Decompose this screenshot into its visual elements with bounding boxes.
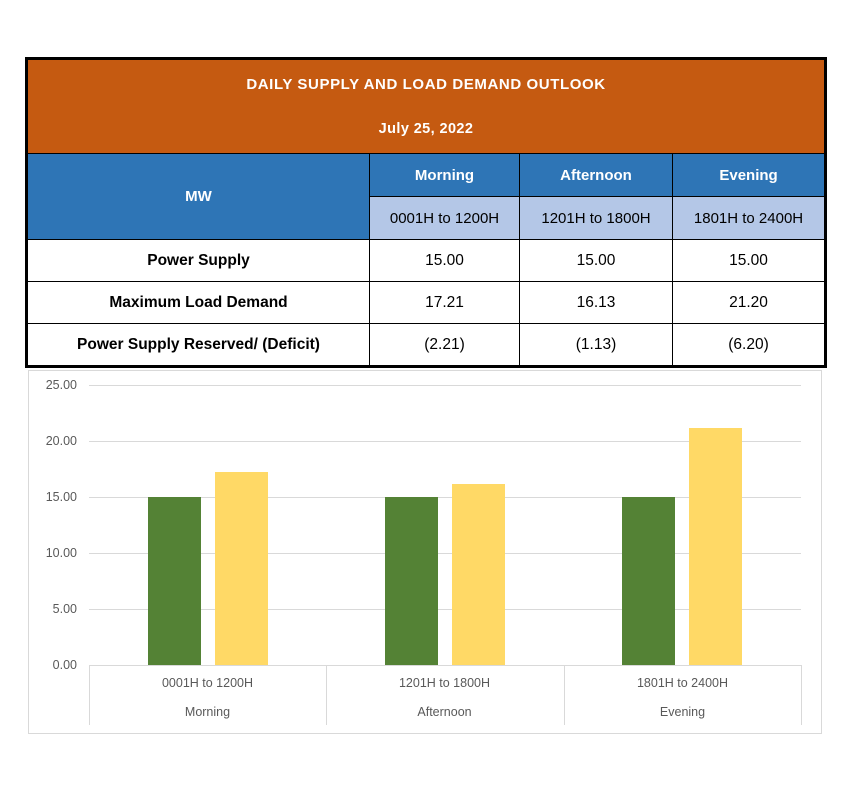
category-period-label: Afternoon <box>417 705 472 719</box>
category-period-label: Morning <box>184 705 231 719</box>
row-label-maximum-load-demand: Maximum Load Demand <box>26 281 370 324</box>
cell-power-supply-afternoon: 15.00 <box>519 239 673 282</box>
gridline <box>89 609 801 610</box>
category-time-label: 1801H to 2400H <box>636 676 729 690</box>
bar-maximum-load-demand <box>689 428 742 665</box>
cell-power-supply-morning: 15.00 <box>369 239 520 282</box>
bar-maximum-load-demand <box>215 472 268 665</box>
y-tick-label: 25.00 <box>45 378 77 392</box>
cell-reserve-morning: (2.21) <box>369 323 520 367</box>
bar-maximum-load-demand <box>452 484 505 665</box>
category-separator <box>564 665 565 725</box>
category-separator <box>89 665 90 725</box>
y-tick-label: 10.00 <box>45 546 77 560</box>
gridline <box>89 497 801 498</box>
gridline <box>89 553 801 554</box>
category-period-label: Evening <box>659 705 706 719</box>
cell-load-demand-evening: 21.20 <box>671 281 827 324</box>
y-tick-label: 15.00 <box>45 490 77 504</box>
category-separator <box>801 665 802 725</box>
supply-demand-table: DAILY SUPPLY AND LOAD DEMAND OUTLOOK Jul… <box>25 57 828 368</box>
cell-load-demand-afternoon: 16.13 <box>519 281 673 324</box>
category-separator <box>326 665 327 725</box>
x-axis-line <box>89 665 801 666</box>
bar-chart: 25.00 20.00 15.00 10.00 5.00 0.00 0001H to 120… <box>28 370 822 734</box>
cell-reserve-afternoon: (1.13) <box>519 323 673 367</box>
cell-load-demand-morning: 17.21 <box>369 281 520 324</box>
category-time-label: 0001H to 1200H <box>161 676 254 690</box>
y-tick-label: 20.00 <box>45 434 77 448</box>
category-time-label: 1201H to 1800H <box>398 676 491 690</box>
report-date: July 25, 2022 <box>378 121 474 137</box>
gridline <box>89 385 801 386</box>
column-header-morning: Morning <box>369 153 520 197</box>
time-header-morning: 0001H to 1200H <box>369 196 520 240</box>
table-header-banner: DAILY SUPPLY AND LOAD DEMAND OUTLOOK Jul… <box>25 58 827 154</box>
gridline <box>89 441 801 442</box>
y-tick-label: 0.00 <box>52 658 77 672</box>
report-title: DAILY SUPPLY AND LOAD DEMAND OUTLOOK <box>246 76 606 93</box>
column-header-afternoon: Afternoon <box>519 153 673 197</box>
cell-power-supply-evening: 15.00 <box>671 239 827 282</box>
bar-power-supply <box>622 497 675 665</box>
cell-reserve-evening: (6.20) <box>671 323 827 367</box>
time-header-evening: 1801H to 2400H <box>671 196 827 240</box>
time-header-afternoon: 1201H to 1800H <box>519 196 673 240</box>
row-label-power-supply: Power Supply <box>26 239 370 282</box>
bar-power-supply <box>148 497 201 665</box>
bar-power-supply <box>385 497 438 665</box>
column-header-evening: Evening <box>671 153 827 197</box>
row-label-power-supply-reserved: Power Supply Reserved/ (Deficit) <box>26 323 370 367</box>
unit-header-cell: MW <box>26 153 370 240</box>
y-tick-label: 5.00 <box>52 602 77 616</box>
